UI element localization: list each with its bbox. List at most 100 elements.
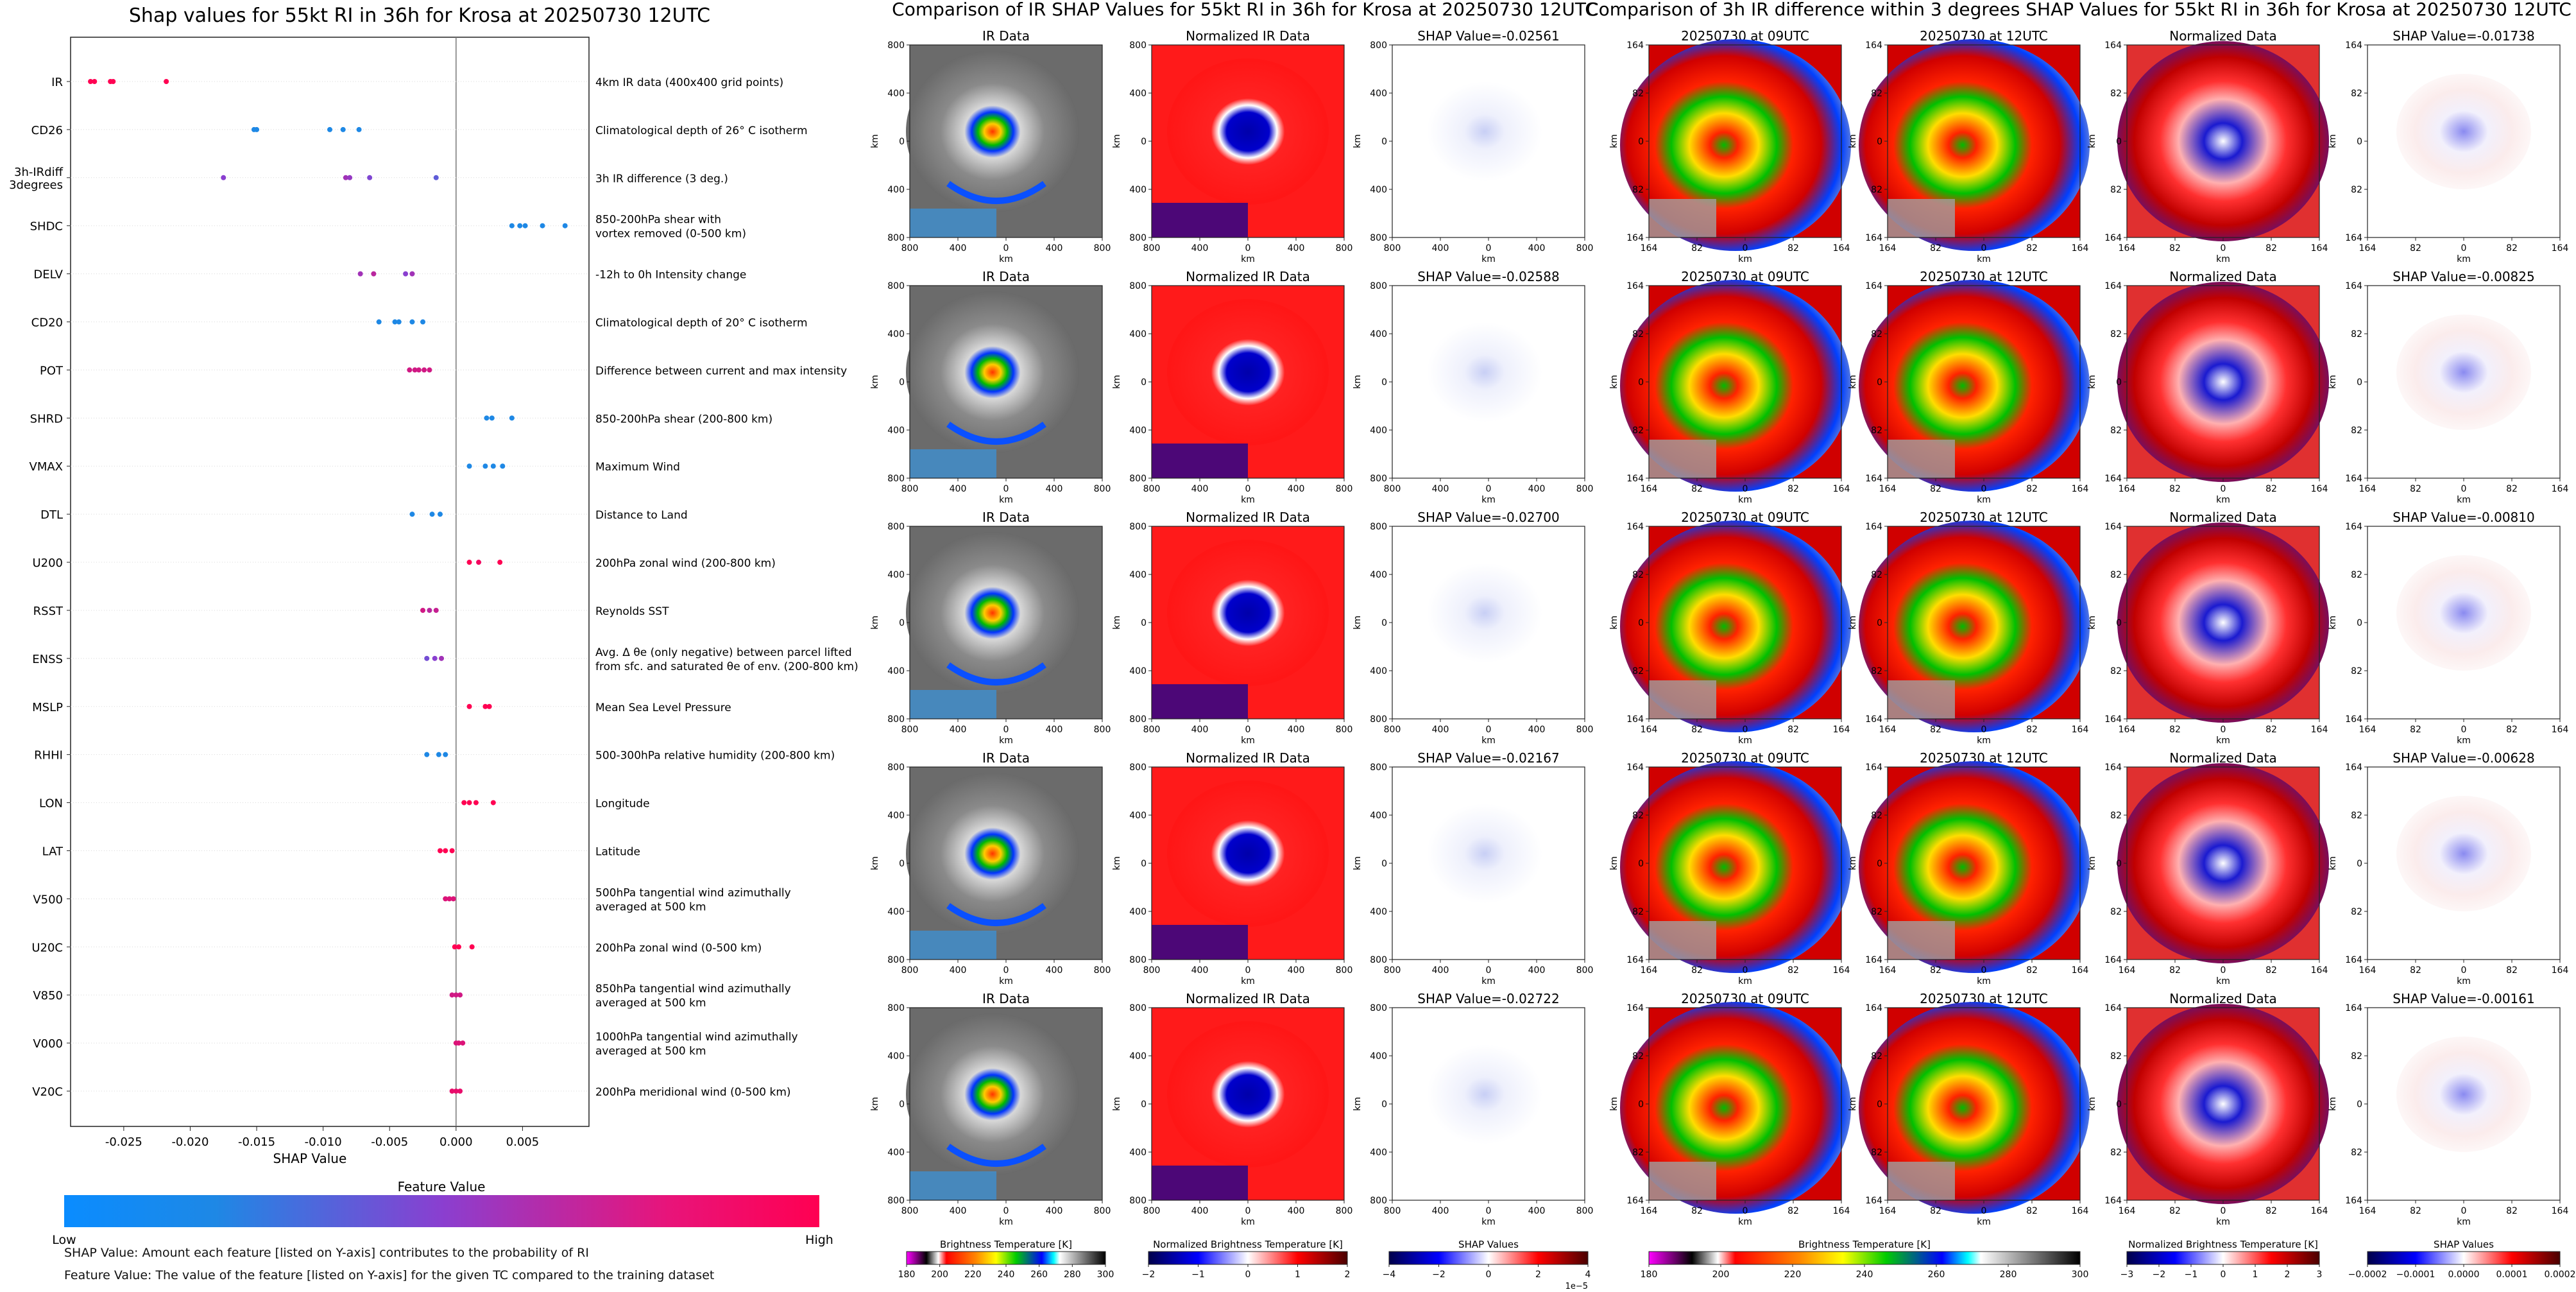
x-tick-label: 82 (1691, 484, 1703, 494)
x-tick-label: 164 (1641, 1206, 1658, 1216)
x-tick-label: 800 (1094, 243, 1111, 254)
y-axis-unit: km (1848, 1097, 1858, 1111)
shap-point (486, 703, 492, 709)
x-axis-unit: km (2457, 736, 2471, 746)
x-tick-label: 82 (2506, 484, 2518, 494)
shap-value-title: SHAP Value=-0.02700 (1417, 510, 1559, 525)
x-tick-label: 800 (901, 1206, 919, 1216)
x-axis-unit: km (2457, 254, 2471, 264)
y-tick-label: 800 (1129, 474, 1147, 484)
norm-storm (1167, 299, 1329, 445)
y-tick-label: 164 (2104, 474, 2122, 484)
feature-label: POT (40, 364, 64, 377)
x-tick-label: 164 (1641, 725, 1658, 735)
colorbar-tick-label: 260 (1928, 1270, 1945, 1280)
shap-point (429, 512, 435, 517)
feature-colorbar (64, 1195, 819, 1227)
panel-title: Comparison of 3h IR difference within 3 … (1586, 0, 2572, 20)
shap-point (412, 367, 418, 373)
norm-storm (1167, 780, 1329, 927)
shap-point (221, 175, 226, 180)
x-tick-label: 0.005 (506, 1135, 540, 1149)
y-tick-label: 400 (1370, 666, 1387, 676)
y-tick-label: 0 (2357, 859, 2362, 869)
y-tick-label: 164 (2104, 955, 2122, 965)
y-tick-label: 164 (2104, 714, 2122, 725)
shap-point (409, 512, 415, 517)
diffnorm-storm (2117, 1004, 2329, 1204)
ir-storm (906, 773, 1079, 935)
y-tick-label: 164 (1865, 955, 1882, 965)
y-axis-unit: km (1112, 134, 1122, 148)
x-tick-label: 0 (2461, 725, 2467, 735)
y-tick-label: 82 (1632, 329, 1644, 340)
y-tick-label: 164 (1626, 714, 1644, 725)
x-axis-unit: km (2216, 254, 2230, 264)
x-tick-label: 82 (2026, 484, 2038, 494)
x-tick-label: 400 (1288, 965, 1305, 976)
y-axis-unit: km (2087, 856, 2097, 870)
shap-point (371, 271, 377, 277)
y-tick-label: 400 (1370, 89, 1387, 99)
shap-point (489, 415, 495, 421)
x-tick-label: 164 (2359, 725, 2376, 735)
y-tick-label: 0 (1141, 137, 1147, 147)
x-tick-label: 164 (2311, 243, 2328, 254)
x-tick-label: -0.020 (171, 1135, 209, 1149)
x-tick-label: 800 (901, 725, 919, 735)
feature-label: SHRD (30, 412, 63, 426)
colorbar-tick-label: 0.0002 (2545, 1270, 2576, 1280)
y-tick-label: 0 (1877, 618, 1882, 628)
shap-point (424, 655, 430, 661)
x-tick-label: 400 (1432, 484, 1449, 494)
shap-point (327, 126, 332, 132)
x-tick-label: 0 (1486, 725, 1492, 735)
y-tick-label: 400 (887, 426, 905, 436)
y-axis-unit: km (1352, 134, 1363, 148)
y-tick-label: 82 (1871, 426, 1882, 436)
x-tick-label: 164 (2072, 725, 2089, 735)
x-tick-label: -0.005 (371, 1135, 408, 1149)
x-tick-label: 800 (1384, 965, 1401, 976)
x-axis-label: SHAP Value (273, 1151, 347, 1166)
x-tick-label: 164 (1833, 1206, 1850, 1216)
diff-storm (1620, 39, 1851, 251)
x-tick-label: 0 (1981, 965, 1987, 976)
y-tick-label: 800 (1370, 40, 1387, 51)
x-tick-label: 82 (1787, 484, 1799, 494)
x-tick-label: 400 (1288, 725, 1305, 735)
y-tick-label: 800 (1370, 474, 1387, 484)
y-tick-label: 400 (1129, 1148, 1147, 1158)
x-tick-label: 82 (2169, 243, 2181, 254)
x-tick-label: 800 (1094, 965, 1111, 976)
y-tick-label: 0 (2357, 1099, 2362, 1110)
x-tick-label: 82 (2410, 484, 2421, 494)
x-tick-label: 82 (1787, 725, 1799, 735)
x-tick-label: 164 (1879, 243, 1897, 254)
y-tick-label: 0 (1877, 377, 1882, 388)
x-tick-label: 164 (2311, 725, 2328, 735)
shap-point (376, 319, 382, 325)
y-axis-unit: km (870, 856, 880, 870)
x-tick-label: 400 (1288, 1206, 1305, 1216)
y-tick-label: 164 (1865, 714, 1882, 725)
y-tick-label: 800 (887, 1003, 905, 1013)
x-tick-label: 0 (1981, 484, 1987, 494)
colorbar-tick-label: −2 (1142, 1270, 1156, 1280)
feature-label: VMAX (30, 460, 64, 474)
shap-point (427, 607, 432, 613)
x-tick-label: 164 (2359, 243, 2376, 254)
y-axis-unit: km (2328, 1097, 2338, 1111)
y-tick-label: 164 (1865, 40, 1882, 51)
y-axis-unit: km (1352, 375, 1363, 389)
feature-description: averaged at 500 km (595, 997, 706, 1010)
x-tick-label: 800 (1336, 965, 1353, 976)
x-tick-label: 800 (1576, 484, 1594, 494)
shap-value-title: SHAP Value=-0.00161 (2393, 991, 2534, 1006)
diffnorm-storm (2117, 763, 2329, 963)
shap-point (449, 992, 455, 998)
feature-description: Longitude (595, 798, 650, 811)
x-tick-label: 0 (1486, 1206, 1492, 1216)
shap-point (164, 79, 169, 84)
y-tick-label: 164 (2345, 714, 2362, 725)
